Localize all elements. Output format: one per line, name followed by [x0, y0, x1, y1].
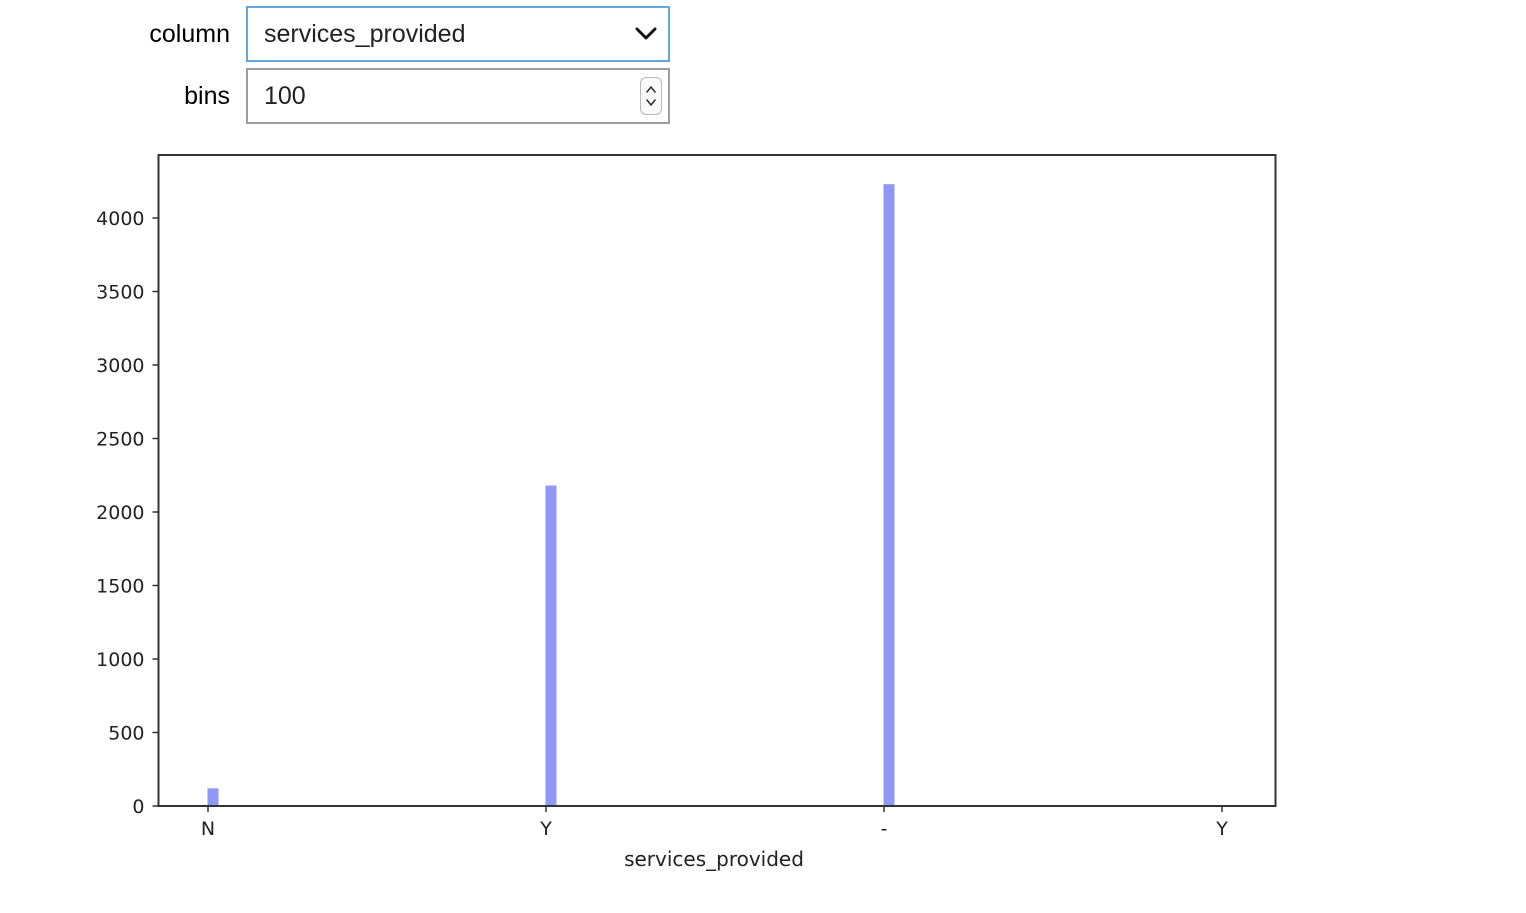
y-tick-label: 3000 [96, 355, 144, 377]
y-tick-label: 500 [108, 723, 144, 745]
bins-label: bins [184, 82, 230, 110]
y-tick-label: 2000 [96, 502, 144, 524]
y-tick-label: 4000 [96, 208, 144, 230]
column-label: column [149, 20, 230, 48]
bins-widget-row: bins 100 [0, 68, 680, 124]
histogram-bar [883, 184, 895, 806]
histogram-bar [207, 788, 219, 806]
x-tick-label: Y [1215, 818, 1228, 840]
bins-input-value: 100 [264, 82, 306, 110]
y-tick-label: 0 [132, 796, 144, 818]
histogram-bar [545, 485, 557, 806]
chevron-down-icon [635, 27, 657, 40]
column-dropdown[interactable]: services_provided [246, 6, 670, 62]
spinner-down-icon[interactable] [646, 99, 656, 106]
y-tick-label: 1000 [96, 649, 144, 671]
x-tick-label: Y [539, 818, 552, 840]
column-widget-row: column services_provided [0, 6, 680, 62]
column-dropdown-value: services_provided [264, 20, 466, 48]
x-tick-label: N [201, 818, 215, 840]
y-tick-label: 2500 [96, 429, 144, 451]
plot-frame [157, 154, 1277, 807]
y-tick-label: 3500 [96, 282, 144, 304]
x-tick-label: - [881, 818, 888, 840]
spinner-up-icon[interactable] [646, 86, 656, 93]
bins-input[interactable]: 100 [246, 68, 670, 124]
x-axis-label: services_provided [624, 847, 804, 871]
bins-spinner[interactable] [640, 77, 662, 115]
y-tick-label: 1500 [96, 576, 144, 598]
